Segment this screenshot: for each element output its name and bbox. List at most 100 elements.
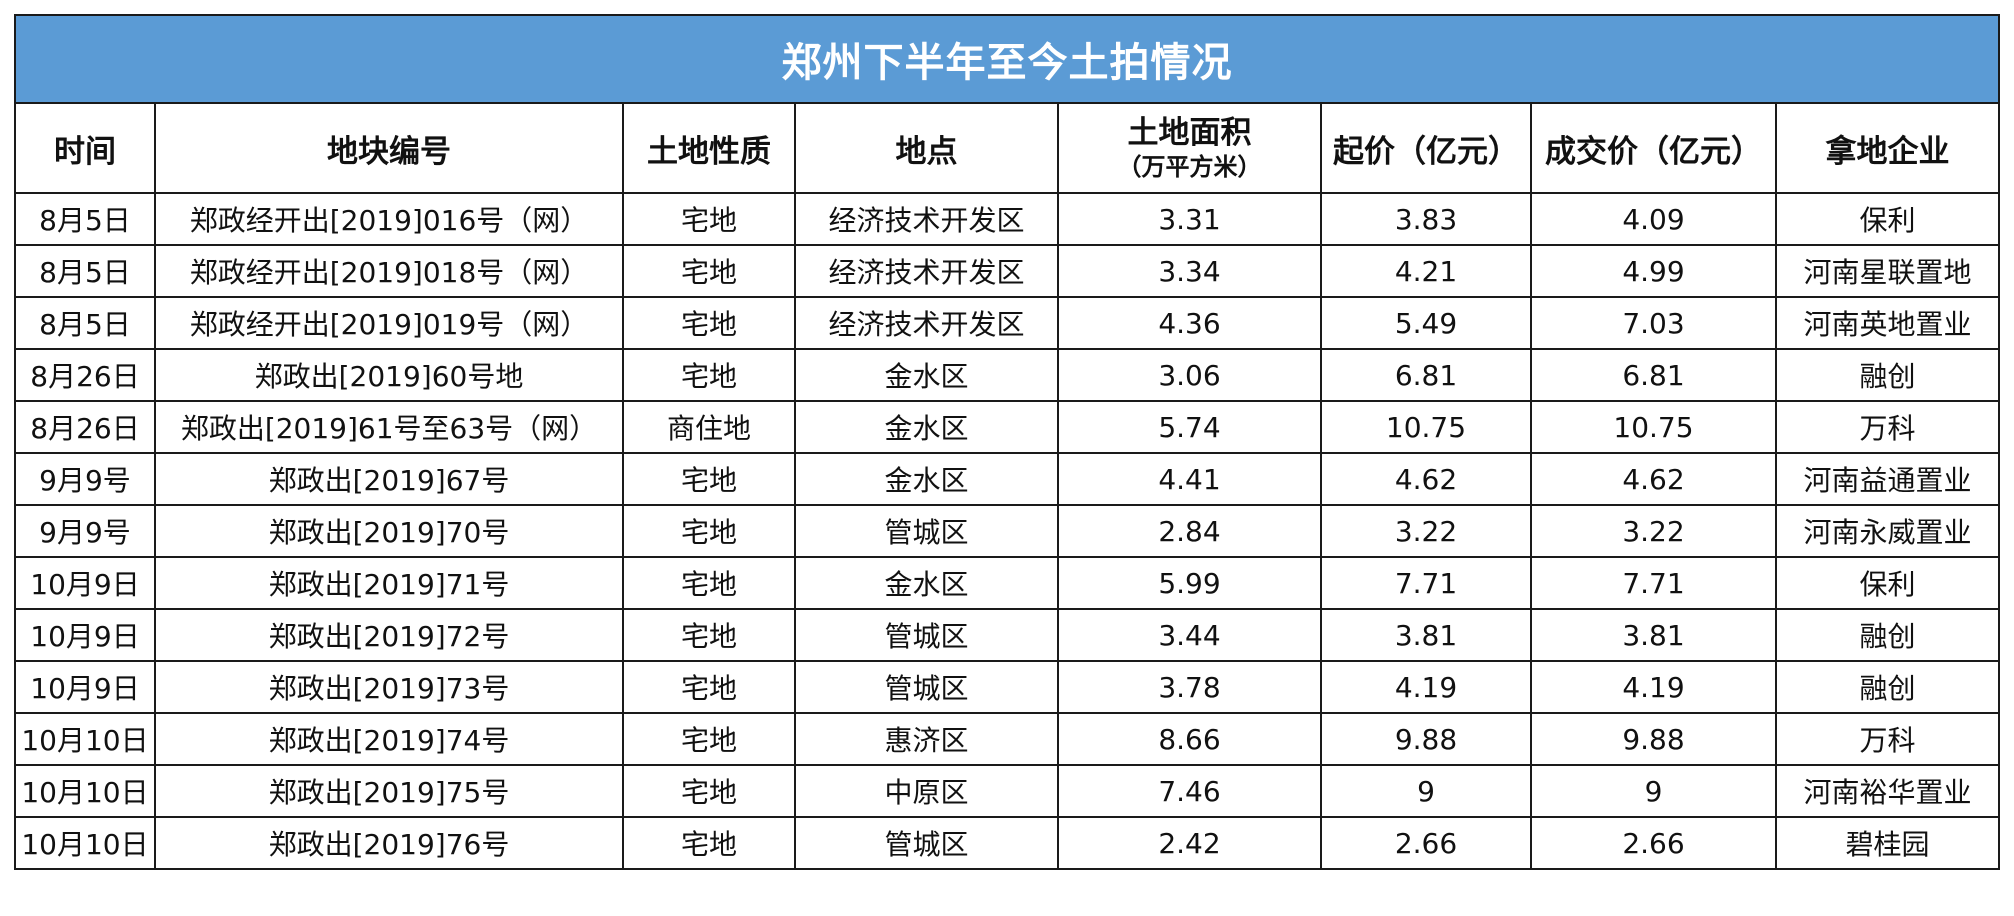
cell-start-price: 3.83 [1320, 192, 1532, 246]
cell-location: 管城区 [794, 816, 1059, 870]
cell-deal-price: 9.88 [1530, 712, 1777, 766]
header-land-type: 土地性质 [622, 102, 796, 194]
cell-area: 5.99 [1057, 556, 1322, 610]
cell-plot-no: 郑政出[2019]72号 [154, 608, 624, 662]
title-row: 郑州下半年至今土拍情况 [14, 14, 2000, 104]
header-area: 土地面积 （万平方米） [1057, 102, 1322, 194]
cell-winner: 保利 [1775, 556, 2000, 610]
cell-land-type: 宅地 [622, 244, 796, 298]
cell-winner: 万科 [1775, 400, 2000, 454]
cell-start-price: 4.21 [1320, 244, 1532, 298]
table-row: 10月9日 郑政出[2019]71号 宅地 金水区 5.99 7.71 7.71… [14, 556, 2000, 610]
cell-location: 管城区 [794, 504, 1059, 558]
cell-time: 10月10日 [14, 816, 156, 870]
cell-location: 经济技术开发区 [794, 244, 1059, 298]
cell-start-price: 6.81 [1320, 348, 1532, 402]
cell-area: 3.44 [1057, 608, 1322, 662]
cell-plot-no: 郑政经开出[2019]018号（网） [154, 244, 624, 298]
cell-plot-no: 郑政出[2019]74号 [154, 712, 624, 766]
header-area-unit: （万平方米） [1117, 153, 1262, 181]
table-title: 郑州下半年至今土拍情况 [14, 14, 2000, 104]
cell-time: 8月26日 [14, 400, 156, 454]
cell-land-type: 商住地 [622, 400, 796, 454]
cell-start-price: 7.71 [1320, 556, 1532, 610]
cell-winner: 河南英地置业 [1775, 296, 2000, 350]
cell-winner: 万科 [1775, 712, 2000, 766]
cell-start-price: 4.62 [1320, 452, 1532, 506]
cell-deal-price: 10.75 [1530, 400, 1777, 454]
cell-deal-price: 4.62 [1530, 452, 1777, 506]
cell-time: 9月9号 [14, 452, 156, 506]
table-row: 10月10日 郑政出[2019]76号 宅地 管城区 2.42 2.66 2.6… [14, 816, 2000, 870]
cell-area: 3.06 [1057, 348, 1322, 402]
cell-plot-no: 郑政经开出[2019]016号（网） [154, 192, 624, 246]
cell-plot-no: 郑政出[2019]67号 [154, 452, 624, 506]
cell-winner: 保利 [1775, 192, 2000, 246]
table-row: 8月5日 郑政经开出[2019]018号（网） 宅地 经济技术开发区 3.34 … [14, 244, 2000, 298]
cell-start-price: 9 [1320, 764, 1532, 818]
cell-plot-no: 郑政经开出[2019]019号（网） [154, 296, 624, 350]
cell-plot-no: 郑政出[2019]75号 [154, 764, 624, 818]
cell-area: 3.78 [1057, 660, 1322, 714]
cell-time: 8月5日 [14, 296, 156, 350]
table-row: 8月5日 郑政经开出[2019]016号（网） 宅地 经济技术开发区 3.31 … [14, 192, 2000, 246]
cell-area: 4.36 [1057, 296, 1322, 350]
cell-land-type: 宅地 [622, 764, 796, 818]
header-start-price: 起价（亿元） [1320, 102, 1532, 194]
cell-location: 金水区 [794, 400, 1059, 454]
cell-time: 8月5日 [14, 192, 156, 246]
cell-location: 经济技术开发区 [794, 192, 1059, 246]
cell-deal-price: 3.81 [1530, 608, 1777, 662]
cell-location: 管城区 [794, 608, 1059, 662]
cell-location: 金水区 [794, 348, 1059, 402]
cell-winner: 河南益通置业 [1775, 452, 2000, 506]
cell-area: 5.74 [1057, 400, 1322, 454]
cell-winner: 河南星联置地 [1775, 244, 2000, 298]
header-plot-no: 地块编号 [154, 102, 624, 194]
table-row: 9月9号 郑政出[2019]67号 宅地 金水区 4.41 4.62 4.62 … [14, 452, 2000, 506]
cell-area: 2.42 [1057, 816, 1322, 870]
cell-deal-price: 4.19 [1530, 660, 1777, 714]
land-auction-table: 郑州下半年至今土拍情况 时间 地块编号 土地性质 地点 土地面积 （万平方米） … [14, 14, 2000, 870]
cell-land-type: 宅地 [622, 452, 796, 506]
cell-time: 10月9日 [14, 556, 156, 610]
cell-plot-no: 郑政出[2019]61号至63号（网） [154, 400, 624, 454]
cell-location: 中原区 [794, 764, 1059, 818]
cell-land-type: 宅地 [622, 504, 796, 558]
table-row: 10月10日 郑政出[2019]75号 宅地 中原区 7.46 9 9 河南裕华… [14, 764, 2000, 818]
cell-time: 10月9日 [14, 660, 156, 714]
cell-start-price: 3.81 [1320, 608, 1532, 662]
cell-plot-no: 郑政出[2019]60号地 [154, 348, 624, 402]
table-row: 10月9日 郑政出[2019]73号 宅地 管城区 3.78 4.19 4.19… [14, 660, 2000, 714]
cell-winner: 融创 [1775, 348, 2000, 402]
cell-start-price: 9.88 [1320, 712, 1532, 766]
cell-time: 10月10日 [14, 712, 156, 766]
cell-time: 8月26日 [14, 348, 156, 402]
cell-deal-price: 4.09 [1530, 192, 1777, 246]
cell-area: 7.46 [1057, 764, 1322, 818]
cell-location: 金水区 [794, 556, 1059, 610]
table-row: 8月5日 郑政经开出[2019]019号（网） 宅地 经济技术开发区 4.36 … [14, 296, 2000, 350]
land-auction-table-wrapper: 郑州下半年至今土拍情况 时间 地块编号 土地性质 地点 土地面积 （万平方米） … [14, 14, 2000, 870]
cell-location: 经济技术开发区 [794, 296, 1059, 350]
table-row: 8月26日 郑政出[2019]60号地 宅地 金水区 3.06 6.81 6.8… [14, 348, 2000, 402]
cell-land-type: 宅地 [622, 712, 796, 766]
table-row: 10月9日 郑政出[2019]72号 宅地 管城区 3.44 3.81 3.81… [14, 608, 2000, 662]
cell-time: 10月9日 [14, 608, 156, 662]
cell-area: 2.84 [1057, 504, 1322, 558]
cell-land-type: 宅地 [622, 192, 796, 246]
cell-area: 8.66 [1057, 712, 1322, 766]
cell-land-type: 宅地 [622, 296, 796, 350]
cell-start-price: 4.19 [1320, 660, 1532, 714]
cell-deal-price: 2.66 [1530, 816, 1777, 870]
cell-plot-no: 郑政出[2019]76号 [154, 816, 624, 870]
table-body: 8月5日 郑政经开出[2019]016号（网） 宅地 经济技术开发区 3.31 … [14, 192, 2000, 870]
cell-deal-price: 3.22 [1530, 504, 1777, 558]
cell-time: 9月9号 [14, 504, 156, 558]
header-deal-price: 成交价（亿元） [1530, 102, 1777, 194]
header-location: 地点 [794, 102, 1059, 194]
cell-area: 4.41 [1057, 452, 1322, 506]
cell-land-type: 宅地 [622, 816, 796, 870]
table-row: 8月26日 郑政出[2019]61号至63号（网） 商住地 金水区 5.74 1… [14, 400, 2000, 454]
cell-land-type: 宅地 [622, 556, 796, 610]
